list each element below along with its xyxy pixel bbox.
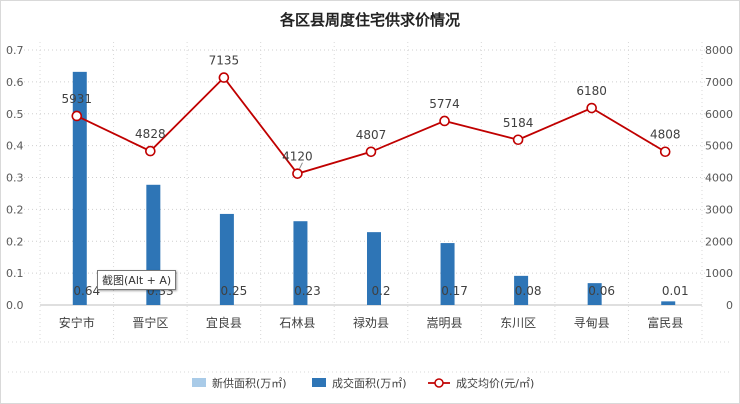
line-value-label: 4120: [282, 150, 313, 164]
legend: 新供面积(万㎡) 成交面积(万㎡) 成交均价(元/㎡): [192, 376, 534, 390]
chart-title: 各区县周度住宅供求价情况: [279, 11, 460, 29]
line-point: [365, 146, 377, 158]
bar-value-label: 0.23: [294, 284, 321, 298]
right-tick-label: 4000: [705, 172, 733, 185]
bar-value-label: 0.01: [662, 284, 689, 298]
bar: [72, 71, 87, 305]
bar: [661, 301, 676, 305]
line-value-label: 5931: [62, 92, 93, 106]
legend-marker-price: [434, 378, 444, 388]
line-point: [71, 110, 83, 122]
left-tick-label: 0.2: [6, 235, 24, 248]
line-value-label: 5774: [429, 97, 460, 111]
left-tick-label: 0.4: [6, 140, 24, 153]
right-tick-label: 6000: [705, 108, 733, 121]
category-label: 禄劝县: [353, 315, 389, 330]
category-label: 富民县: [647, 315, 683, 330]
line-point: [439, 115, 450, 127]
bar-value-label: 0.25: [221, 284, 248, 298]
right-tick-label: 8000: [705, 44, 733, 57]
legend-swatch-deal-area: [312, 378, 326, 387]
line-value-label: 4807: [356, 128, 387, 142]
bar: [440, 243, 455, 305]
bar-value-label: 0.64: [73, 284, 100, 298]
left-axis-ticks: 0.0 0.1 0.2 0.2 0.3 0.4 0.5 0.6 0.7: [6, 44, 24, 312]
line-point: [659, 146, 671, 158]
right-axis-ticks: 0 1000 2000 3000 4000 5000 6000 7000 8000: [705, 44, 733, 312]
legend-label-price: 成交均价(元/㎡): [456, 376, 534, 390]
bar-value-label: 0.2: [371, 284, 390, 298]
line-value-label: 5184: [503, 116, 534, 130]
line-value-label: 4828: [135, 127, 166, 141]
category-label: 嵩明县: [427, 316, 463, 330]
line-point: [145, 145, 156, 157]
category-labels: 安宁市 晋宁区 宜良县 石林县 禄劝县 嵩明县 东川区 寻甸县 富民县: [59, 315, 683, 330]
bar: [219, 213, 234, 305]
bar: [514, 275, 529, 305]
bar: [587, 283, 602, 305]
line-point: [292, 168, 303, 179]
category-label: 东川区: [500, 316, 536, 330]
left-tick-label: 0.2: [6, 203, 24, 216]
category-label: 晋宁区: [132, 315, 168, 330]
right-tick-label: 5000: [705, 140, 733, 153]
left-tick-label: 0.7: [6, 44, 24, 57]
right-tick-label: 2000: [705, 235, 733, 248]
label-leader-line: [298, 162, 303, 169]
line-point: [586, 102, 597, 114]
left-tick-label: 0.3: [6, 172, 24, 185]
right-tick-label: 0: [726, 299, 733, 312]
right-tick-label: 1000: [705, 267, 733, 280]
left-tick-label: 0.0: [6, 299, 24, 312]
line-series: [71, 72, 671, 179]
left-tick-label: 0.6: [6, 76, 24, 89]
right-tick-label: 7000: [705, 76, 733, 89]
bar-value-label: 0.08: [515, 284, 542, 298]
bar-value-label: 0.17: [441, 284, 468, 298]
category-label: 安宁市: [59, 315, 95, 330]
bar: [367, 232, 381, 305]
line-point: [512, 134, 524, 146]
left-tick-label: 0.1: [6, 267, 24, 280]
bars-series: [72, 71, 676, 305]
bar: [293, 221, 308, 305]
line-value-label: 6180: [576, 84, 607, 98]
legend-swatch-new-supply: [192, 378, 206, 387]
screenshot-tooltip: 截图(Alt + A): [97, 270, 177, 290]
line-value-label: 7135: [209, 54, 240, 68]
bar-value-label: 0.06: [588, 284, 615, 298]
right-tick-label: 3000: [705, 203, 733, 216]
category-label: 宜良县: [206, 315, 242, 330]
legend-label-new-supply: 新供面积(万㎡): [212, 376, 287, 390]
category-label: 石林县: [279, 316, 315, 330]
line-value-label: 4808: [650, 128, 681, 142]
category-label: 寻甸县: [574, 316, 610, 330]
line-point: [218, 72, 230, 83]
line-data-labels: 5931 4828 7135 4120 4807 5774 5184 6180 4808: [62, 54, 681, 169]
left-tick-label: 0.5: [6, 108, 24, 121]
legend-label-deal-area: 成交面积(万㎡): [332, 376, 407, 390]
